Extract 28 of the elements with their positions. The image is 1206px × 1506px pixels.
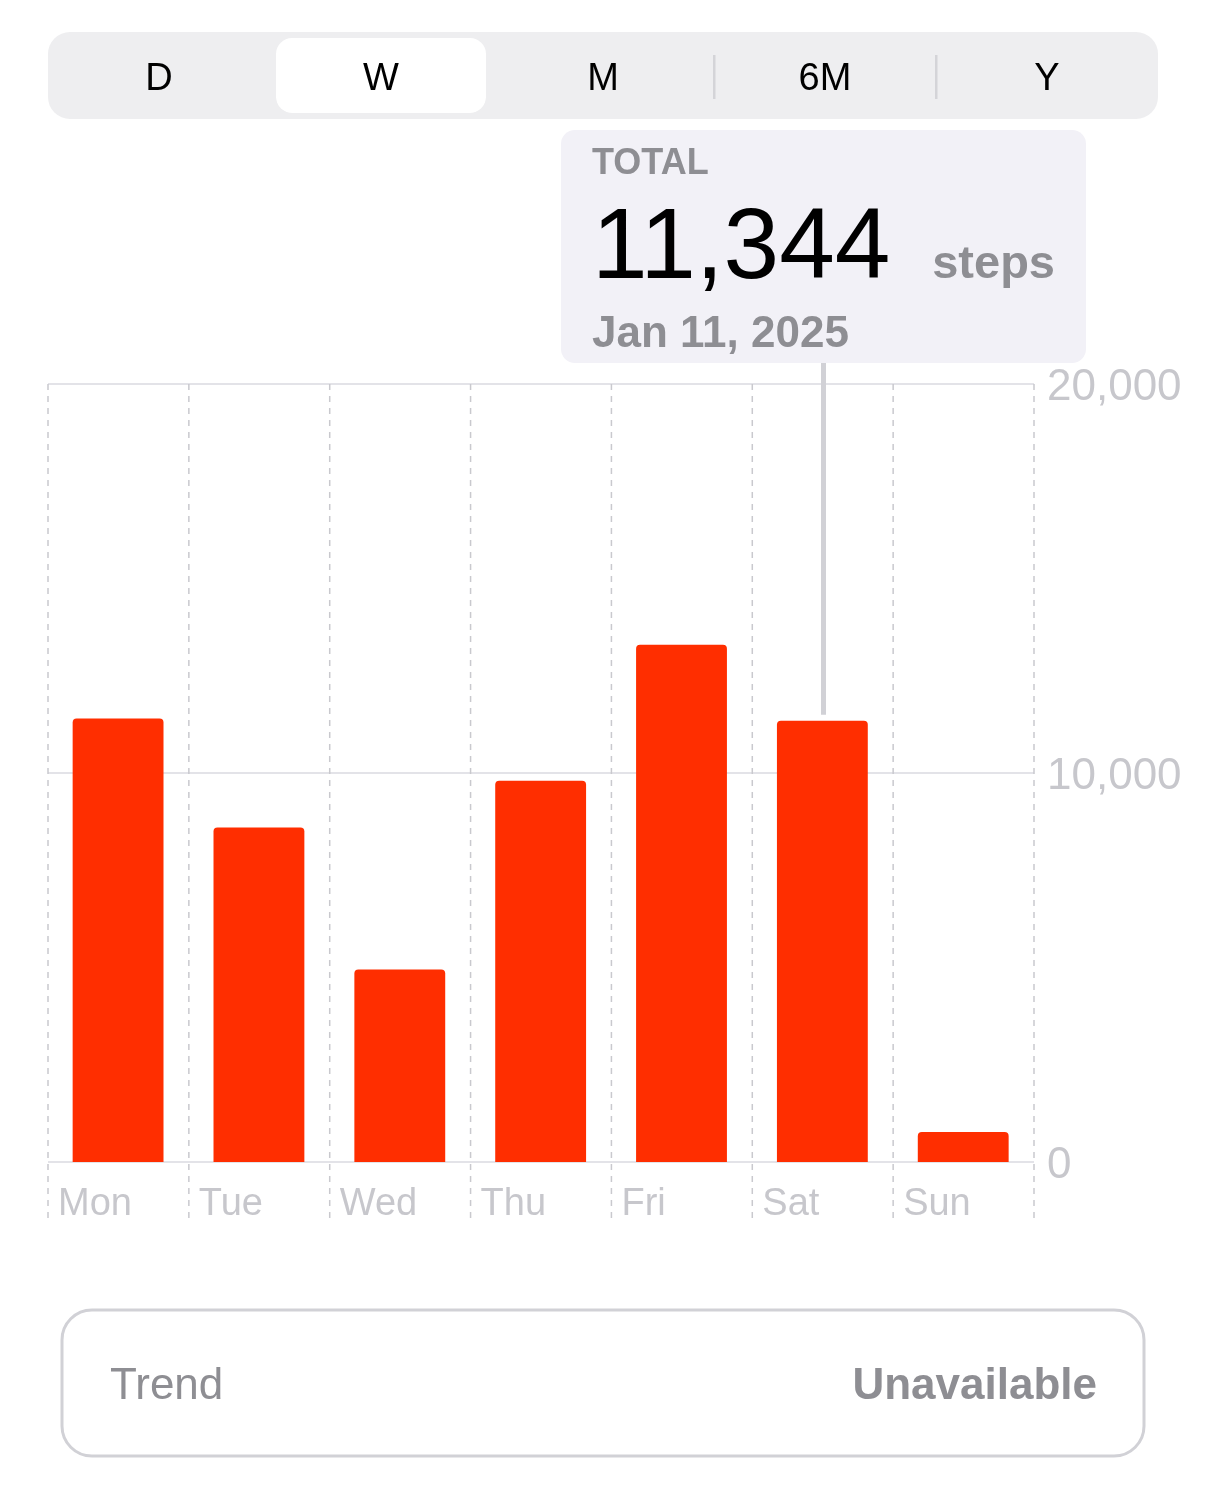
x-tick-label: Wed [339, 1181, 418, 1223]
x-tick-label: Fri [621, 1181, 666, 1223]
text: steps [932, 235, 1055, 288]
bar [72, 718, 164, 1162]
text: TOTAL [592, 141, 709, 182]
bar [213, 827, 305, 1162]
x-tick-label: Sun [903, 1181, 971, 1223]
bar [917, 1132, 1009, 1162]
x-tick-label: Mon [58, 1181, 132, 1223]
text: Trend [110, 1359, 224, 1408]
bar [636, 644, 727, 1162]
text: Y [1034, 56, 1060, 98]
bar [354, 969, 446, 1162]
text: W [363, 56, 400, 98]
text: 6M [798, 56, 852, 98]
text: M [587, 56, 619, 98]
text: 11,344 [592, 187, 891, 299]
text: Jan 11, 2025 [592, 307, 849, 356]
x-tick-label: Tue [198, 1181, 263, 1223]
y-tick-label: 10,000 [1047, 748, 1182, 798]
bar [776, 720, 868, 1162]
text: Unavailable [852, 1359, 1097, 1408]
y-tick-label: 0 [1047, 1137, 1072, 1187]
y-tick-label: 20,000 [1047, 359, 1182, 409]
x-tick-label: Sat [762, 1181, 820, 1223]
x-tick-label: Thu [480, 1181, 547, 1223]
bar [495, 780, 587, 1162]
text: D [145, 56, 173, 98]
